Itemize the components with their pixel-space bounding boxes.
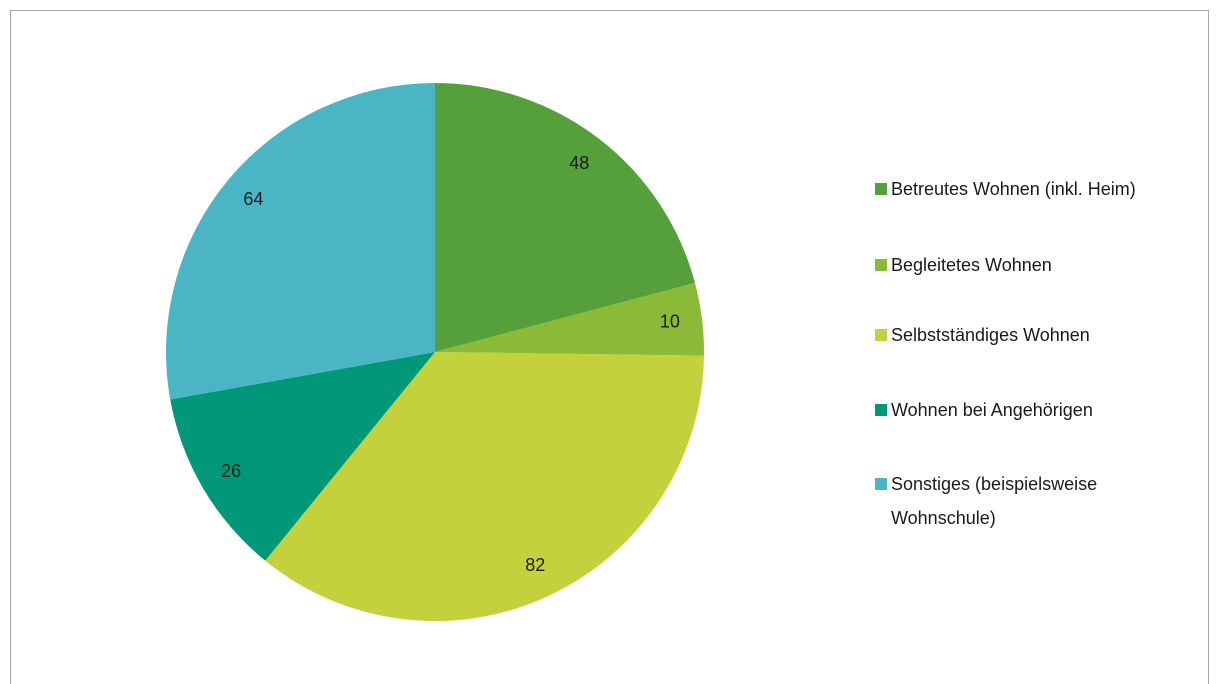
pie-slice — [435, 83, 695, 352]
legend-entry: Betreutes Wohnen (inkl. Heim) — [875, 172, 1205, 206]
legend-swatch — [875, 259, 887, 271]
data-label: 48 — [569, 153, 589, 173]
legend-entry: Wohnen bei Angehörigen — [875, 393, 1205, 427]
pie-slice — [265, 352, 704, 621]
legend-label: Betreutes Wohnen (inkl. Heim) — [891, 179, 1136, 199]
legend-swatch — [875, 404, 887, 416]
pie-slice — [435, 282, 704, 356]
pie-slice — [165, 83, 435, 400]
legend-swatch — [875, 478, 887, 490]
legend-swatch — [875, 183, 887, 195]
data-label: 10 — [660, 312, 680, 332]
legend-label: Begleitetes Wohnen — [891, 255, 1052, 275]
legend-label: Sonstiges (beispielsweise Wohnschule) — [891, 474, 1098, 528]
legend-entry: Sonstiges (beispielsweise Wohnschule) — [875, 467, 1205, 535]
pie-slice — [170, 352, 435, 561]
legend-swatch — [875, 329, 887, 341]
chart-frame — [10, 10, 1209, 684]
legend-entry: Begleitetes Wohnen — [875, 248, 1205, 282]
legend-entry: Selbstständiges Wohnen — [875, 318, 1205, 352]
data-label: 26 — [221, 461, 241, 481]
data-label: 64 — [243, 189, 263, 209]
data-label: 82 — [525, 555, 545, 575]
legend-label: Selbstständiges Wohnen — [891, 325, 1090, 345]
legend-label: Wohnen bei Angehörigen — [891, 400, 1093, 420]
